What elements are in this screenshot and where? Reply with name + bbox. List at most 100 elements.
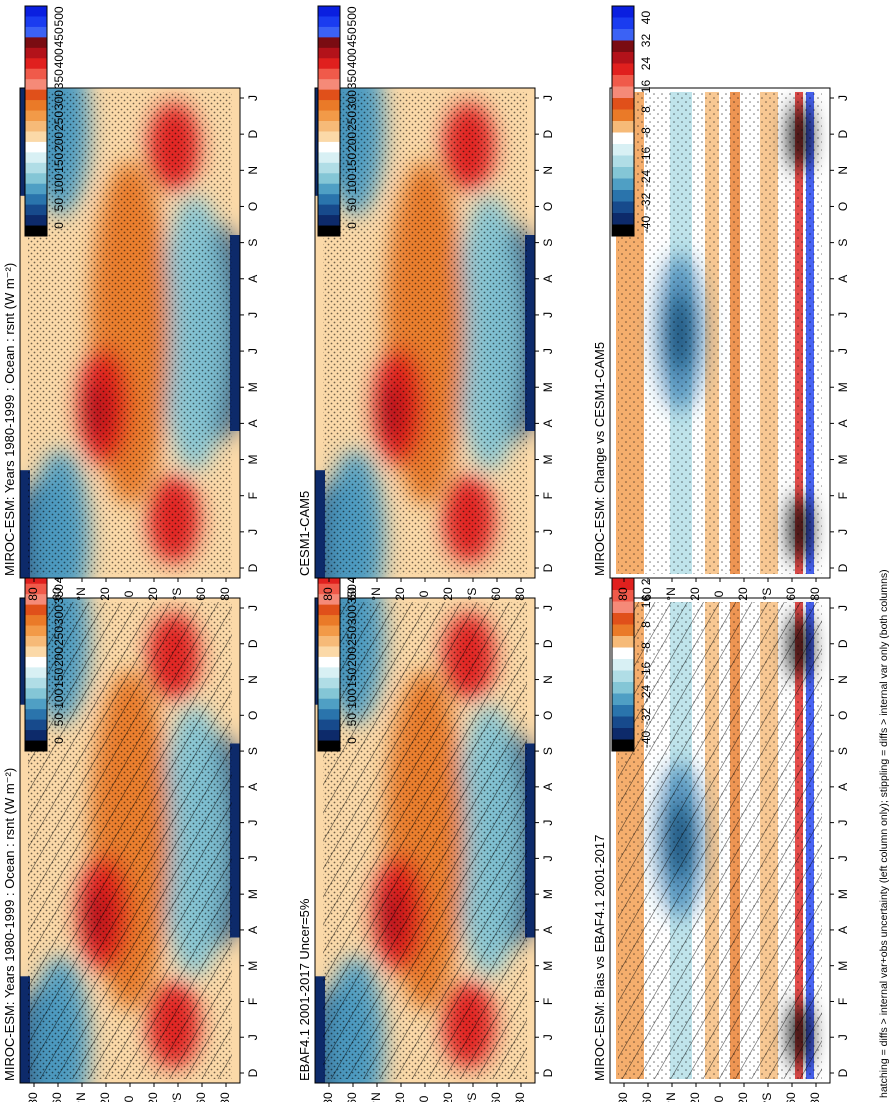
month-tick-label: D xyxy=(246,639,260,648)
colorbar-swatch xyxy=(612,63,634,76)
month-tick-label: A xyxy=(836,926,850,934)
latitude-tick-label: 80 xyxy=(321,1092,335,1102)
month-tick-label: D xyxy=(541,639,555,648)
colorbar-swatch xyxy=(612,224,634,237)
colorbar-swatch xyxy=(612,167,634,179)
month-tick-label: M xyxy=(836,455,850,465)
colorbar-tick-label: 50 xyxy=(345,198,359,212)
colorbar-tick-label: 350 xyxy=(52,69,66,89)
colorbar-swatch xyxy=(25,719,47,731)
month-tick-label: J xyxy=(836,95,850,101)
latitude-tick-label: 60 xyxy=(50,1092,64,1102)
month-tick-label: D xyxy=(246,563,260,572)
colorbar-swatch xyxy=(612,670,634,683)
colorbar-swatch xyxy=(25,625,47,637)
colorbar-tick-label: 500 xyxy=(52,6,66,26)
colorbar-swatch xyxy=(25,100,47,112)
heatmap-field xyxy=(610,88,830,578)
colorbar-swatch xyxy=(25,47,47,59)
month-tick-label: D xyxy=(246,1068,260,1077)
colorbar-tick-label: 16 xyxy=(639,80,653,94)
hatching xyxy=(323,602,527,1079)
colorbar-swatch xyxy=(25,68,47,80)
colorbar-swatch xyxy=(25,667,47,679)
month-tick-label: F xyxy=(836,998,850,1005)
month-tick-label: M xyxy=(836,382,850,392)
colorbar-swatch xyxy=(25,594,47,606)
colorbar-swatch xyxy=(612,155,634,168)
stippling xyxy=(323,92,527,574)
month-tick-label: O xyxy=(836,711,850,720)
month-tick-label: N xyxy=(836,166,850,175)
month-tick-label: O xyxy=(246,202,260,211)
month-tick-label: N xyxy=(246,166,260,175)
latitude-tick-label: 20 xyxy=(688,587,702,601)
panel-title: MIROC-ESM: Years 1980-1999 : Ocean : rsn… xyxy=(2,768,17,1081)
latitude-tick-label: 60 xyxy=(345,587,359,601)
colorbar-swatch xyxy=(25,37,47,49)
colorbar-tick-label: -32 xyxy=(639,708,653,726)
colorbar-swatch xyxy=(318,6,340,17)
month-tick-label: D xyxy=(541,1068,555,1077)
month-tick-label: A xyxy=(246,275,260,283)
month-tick-label: O xyxy=(836,202,850,211)
month-tick-label: J xyxy=(541,95,555,101)
colorbar-tick-label: 300 xyxy=(52,605,66,625)
colorbar-tick-label: -8 xyxy=(639,642,653,653)
colorbar-tick-label: 150 xyxy=(345,667,359,687)
month-tick-label: A xyxy=(541,275,555,283)
colorbar-swatch xyxy=(318,625,340,637)
colorbar-swatch xyxy=(318,656,340,668)
latitude-tick-label: 60 xyxy=(345,1092,359,1102)
colorbar-tick-label: 24 xyxy=(639,57,653,71)
colorbar-tick-label: -16 xyxy=(639,147,653,165)
panel-title: EBAF4.1 2001-2017 Uncer=5% xyxy=(297,898,312,1081)
colorbar-swatch xyxy=(318,677,340,689)
latitude-tick-label: °N xyxy=(369,1092,383,1102)
colorbar-swatch xyxy=(318,698,340,710)
colorbar-swatch xyxy=(318,730,340,742)
month-tick-label: M xyxy=(541,455,555,465)
colorbar-swatch xyxy=(318,646,340,658)
month-tick-label: A xyxy=(836,275,850,283)
month-tick-label: J xyxy=(836,529,850,535)
month-tick-label: F xyxy=(541,492,555,499)
month-tick-label: M xyxy=(246,382,260,392)
colorbar-tick-label: 350 xyxy=(345,69,359,89)
latitude-tick-label: 80 xyxy=(513,587,527,601)
month-tick-label: J xyxy=(541,605,555,611)
colorbar-tick-label: 50 xyxy=(52,713,66,727)
colorbar-tick-label: -24 xyxy=(639,170,653,188)
month-tick-label: J xyxy=(246,855,260,861)
colorbar-swatch xyxy=(612,75,634,87)
month-tick-label: J xyxy=(541,529,555,535)
colorbar-tick-label: 500 xyxy=(345,6,359,26)
latitude-tick-label: 20 xyxy=(146,1092,160,1102)
colorbar-swatch xyxy=(318,709,340,721)
latitude-tick-label: 20 xyxy=(393,1092,407,1102)
latitude-tick-label: °N xyxy=(369,587,383,600)
latitude-tick-label: 60 xyxy=(784,1092,798,1102)
panel-title: CESM1-CAM5 xyxy=(297,491,312,576)
colorbar-swatch xyxy=(25,173,47,185)
month-tick-label: S xyxy=(246,239,260,247)
colorbar-swatch xyxy=(612,40,634,53)
month-tick-label: F xyxy=(836,492,850,499)
latitude-tick-label: 60 xyxy=(489,1092,503,1102)
colorbar-tick-label: 100 xyxy=(345,688,359,708)
colorbar-swatch xyxy=(25,573,47,585)
colorbar-tick-label: 8 xyxy=(639,106,653,113)
month-tick-label: M xyxy=(836,961,850,971)
month-tick-label: M xyxy=(836,889,850,899)
colorbar-swatch xyxy=(25,615,47,627)
colorbar-swatch xyxy=(612,601,634,614)
colorbar-swatch xyxy=(612,213,634,225)
colorbar-swatch xyxy=(612,613,634,625)
panel-title: MIROC-ESM: Change vs CESM1-CAM5 xyxy=(592,342,607,576)
colorbar-swatch xyxy=(612,624,634,637)
